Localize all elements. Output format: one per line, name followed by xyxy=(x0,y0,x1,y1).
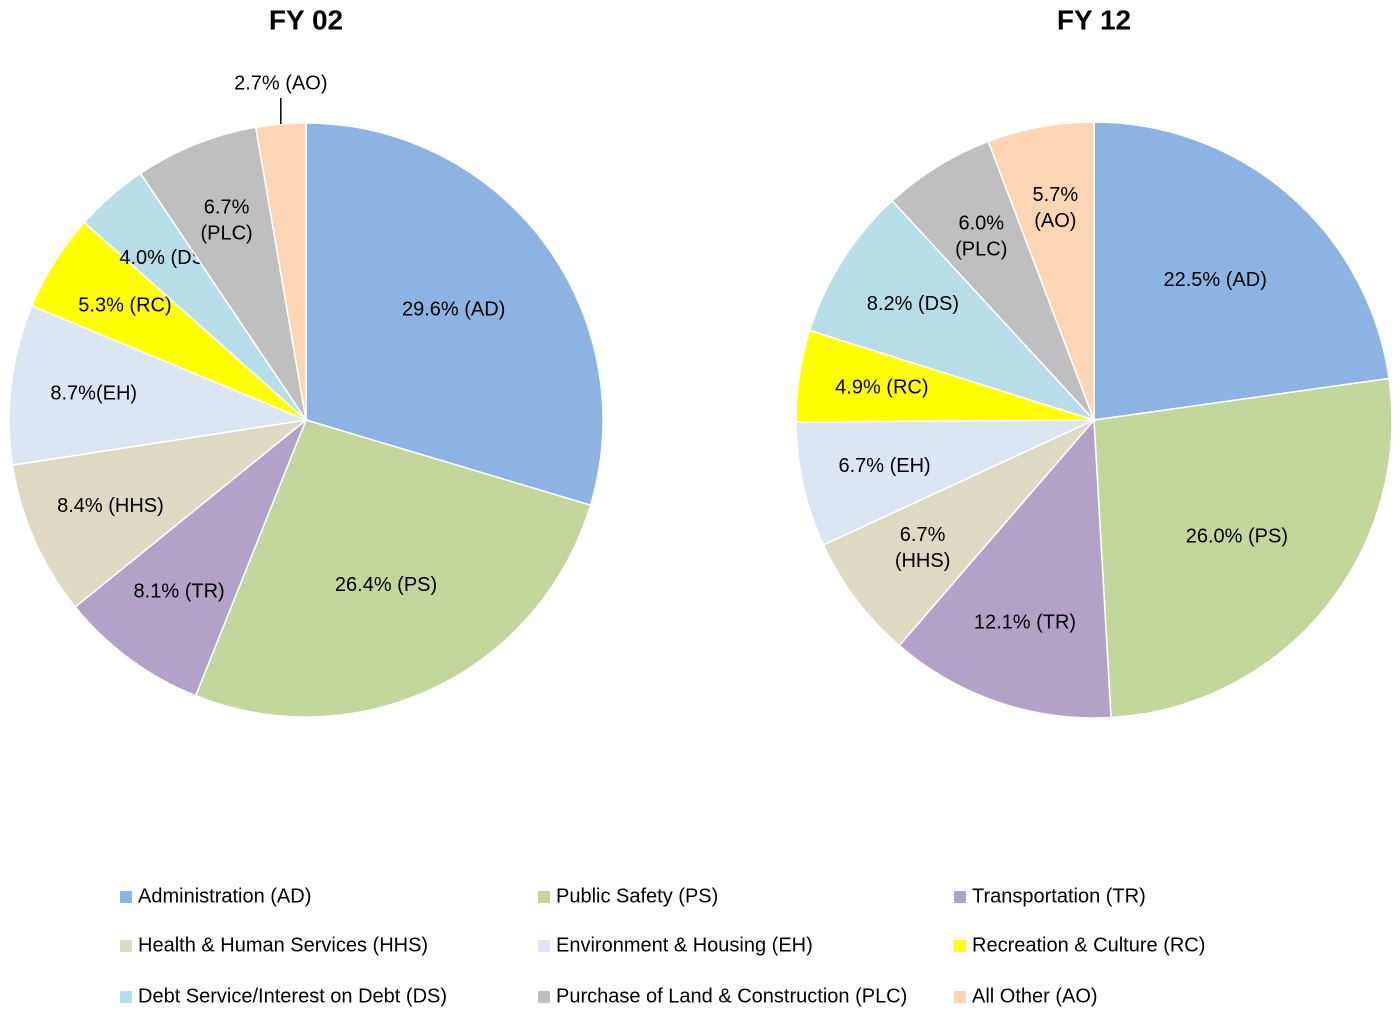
legend-swatch xyxy=(538,991,550,1003)
pie-slice xyxy=(139,126,307,421)
chart-title: FY 02 xyxy=(269,4,343,35)
legend-swatch xyxy=(954,991,966,1003)
legend-swatch xyxy=(954,940,966,952)
pie-slice xyxy=(795,419,1095,546)
pie-slice xyxy=(11,418,309,608)
data-label: 4.0% (DS) xyxy=(119,247,211,269)
chart-title: FY 12 xyxy=(1057,4,1131,35)
legend-swatch xyxy=(120,940,132,952)
data-label: 2.7% (AO) xyxy=(234,72,327,94)
data-label: 8.4% (HHS) xyxy=(57,495,164,517)
legend-label: Administration (AD) xyxy=(138,885,311,907)
data-label: 6.7% (PLC) xyxy=(200,197,252,245)
pie-slice xyxy=(822,419,1095,647)
data-label: 26.0% (PS) xyxy=(1186,525,1288,547)
data-label: 12.1% (TR) xyxy=(974,611,1076,633)
legend-label: Transportation (TR) xyxy=(972,885,1146,907)
pie-slice xyxy=(898,418,1112,719)
data-label: 4.9% (RC) xyxy=(835,376,928,398)
pie-slice xyxy=(1093,377,1393,719)
data-label: 5.3% (RC) xyxy=(78,294,171,316)
legend-swatch xyxy=(538,891,550,903)
legend-swatch xyxy=(538,940,550,952)
data-label: 8.2% (DS) xyxy=(867,293,959,315)
legend-swatch xyxy=(120,991,132,1003)
data-label: 8.1% (TR) xyxy=(134,580,225,602)
legend-label: Debt Service/Interest on Debt (DS) xyxy=(138,985,447,1007)
data-label: 8.7%(EH) xyxy=(50,382,137,404)
data-label: 6.7% (HHS) xyxy=(895,524,951,572)
legend-label: Health & Human Services (HHS) xyxy=(138,934,428,956)
pie-slice xyxy=(1093,121,1390,421)
pie-slice xyxy=(987,121,1095,421)
data-label: 29.6% (AD) xyxy=(402,298,505,320)
pie-slice xyxy=(808,199,1097,422)
legend-swatch xyxy=(120,891,132,903)
pie-slice xyxy=(74,417,308,697)
legend-label: All Other (AO) xyxy=(972,985,1098,1007)
data-label: 22.5% (AD) xyxy=(1164,269,1267,291)
data-label: 5.7% (AO) xyxy=(1033,184,1079,232)
legend-swatch xyxy=(954,891,966,903)
legend-label: Public Safety (PS) xyxy=(556,885,718,907)
legend-label: Environment & Housing (EH) xyxy=(556,934,813,956)
data-label: 26.4% (PS) xyxy=(335,574,437,596)
legend-label: Recreation & Culture (RC) xyxy=(972,934,1205,956)
pie-slice xyxy=(305,122,604,507)
pie-slice xyxy=(8,304,309,466)
data-label: 6.7% (EH) xyxy=(838,455,930,477)
data-label: 6.0% (PLC) xyxy=(955,213,1007,261)
legend-label: Purchase of Land & Construction (PLC) xyxy=(556,985,907,1007)
pie-slice xyxy=(194,419,592,718)
